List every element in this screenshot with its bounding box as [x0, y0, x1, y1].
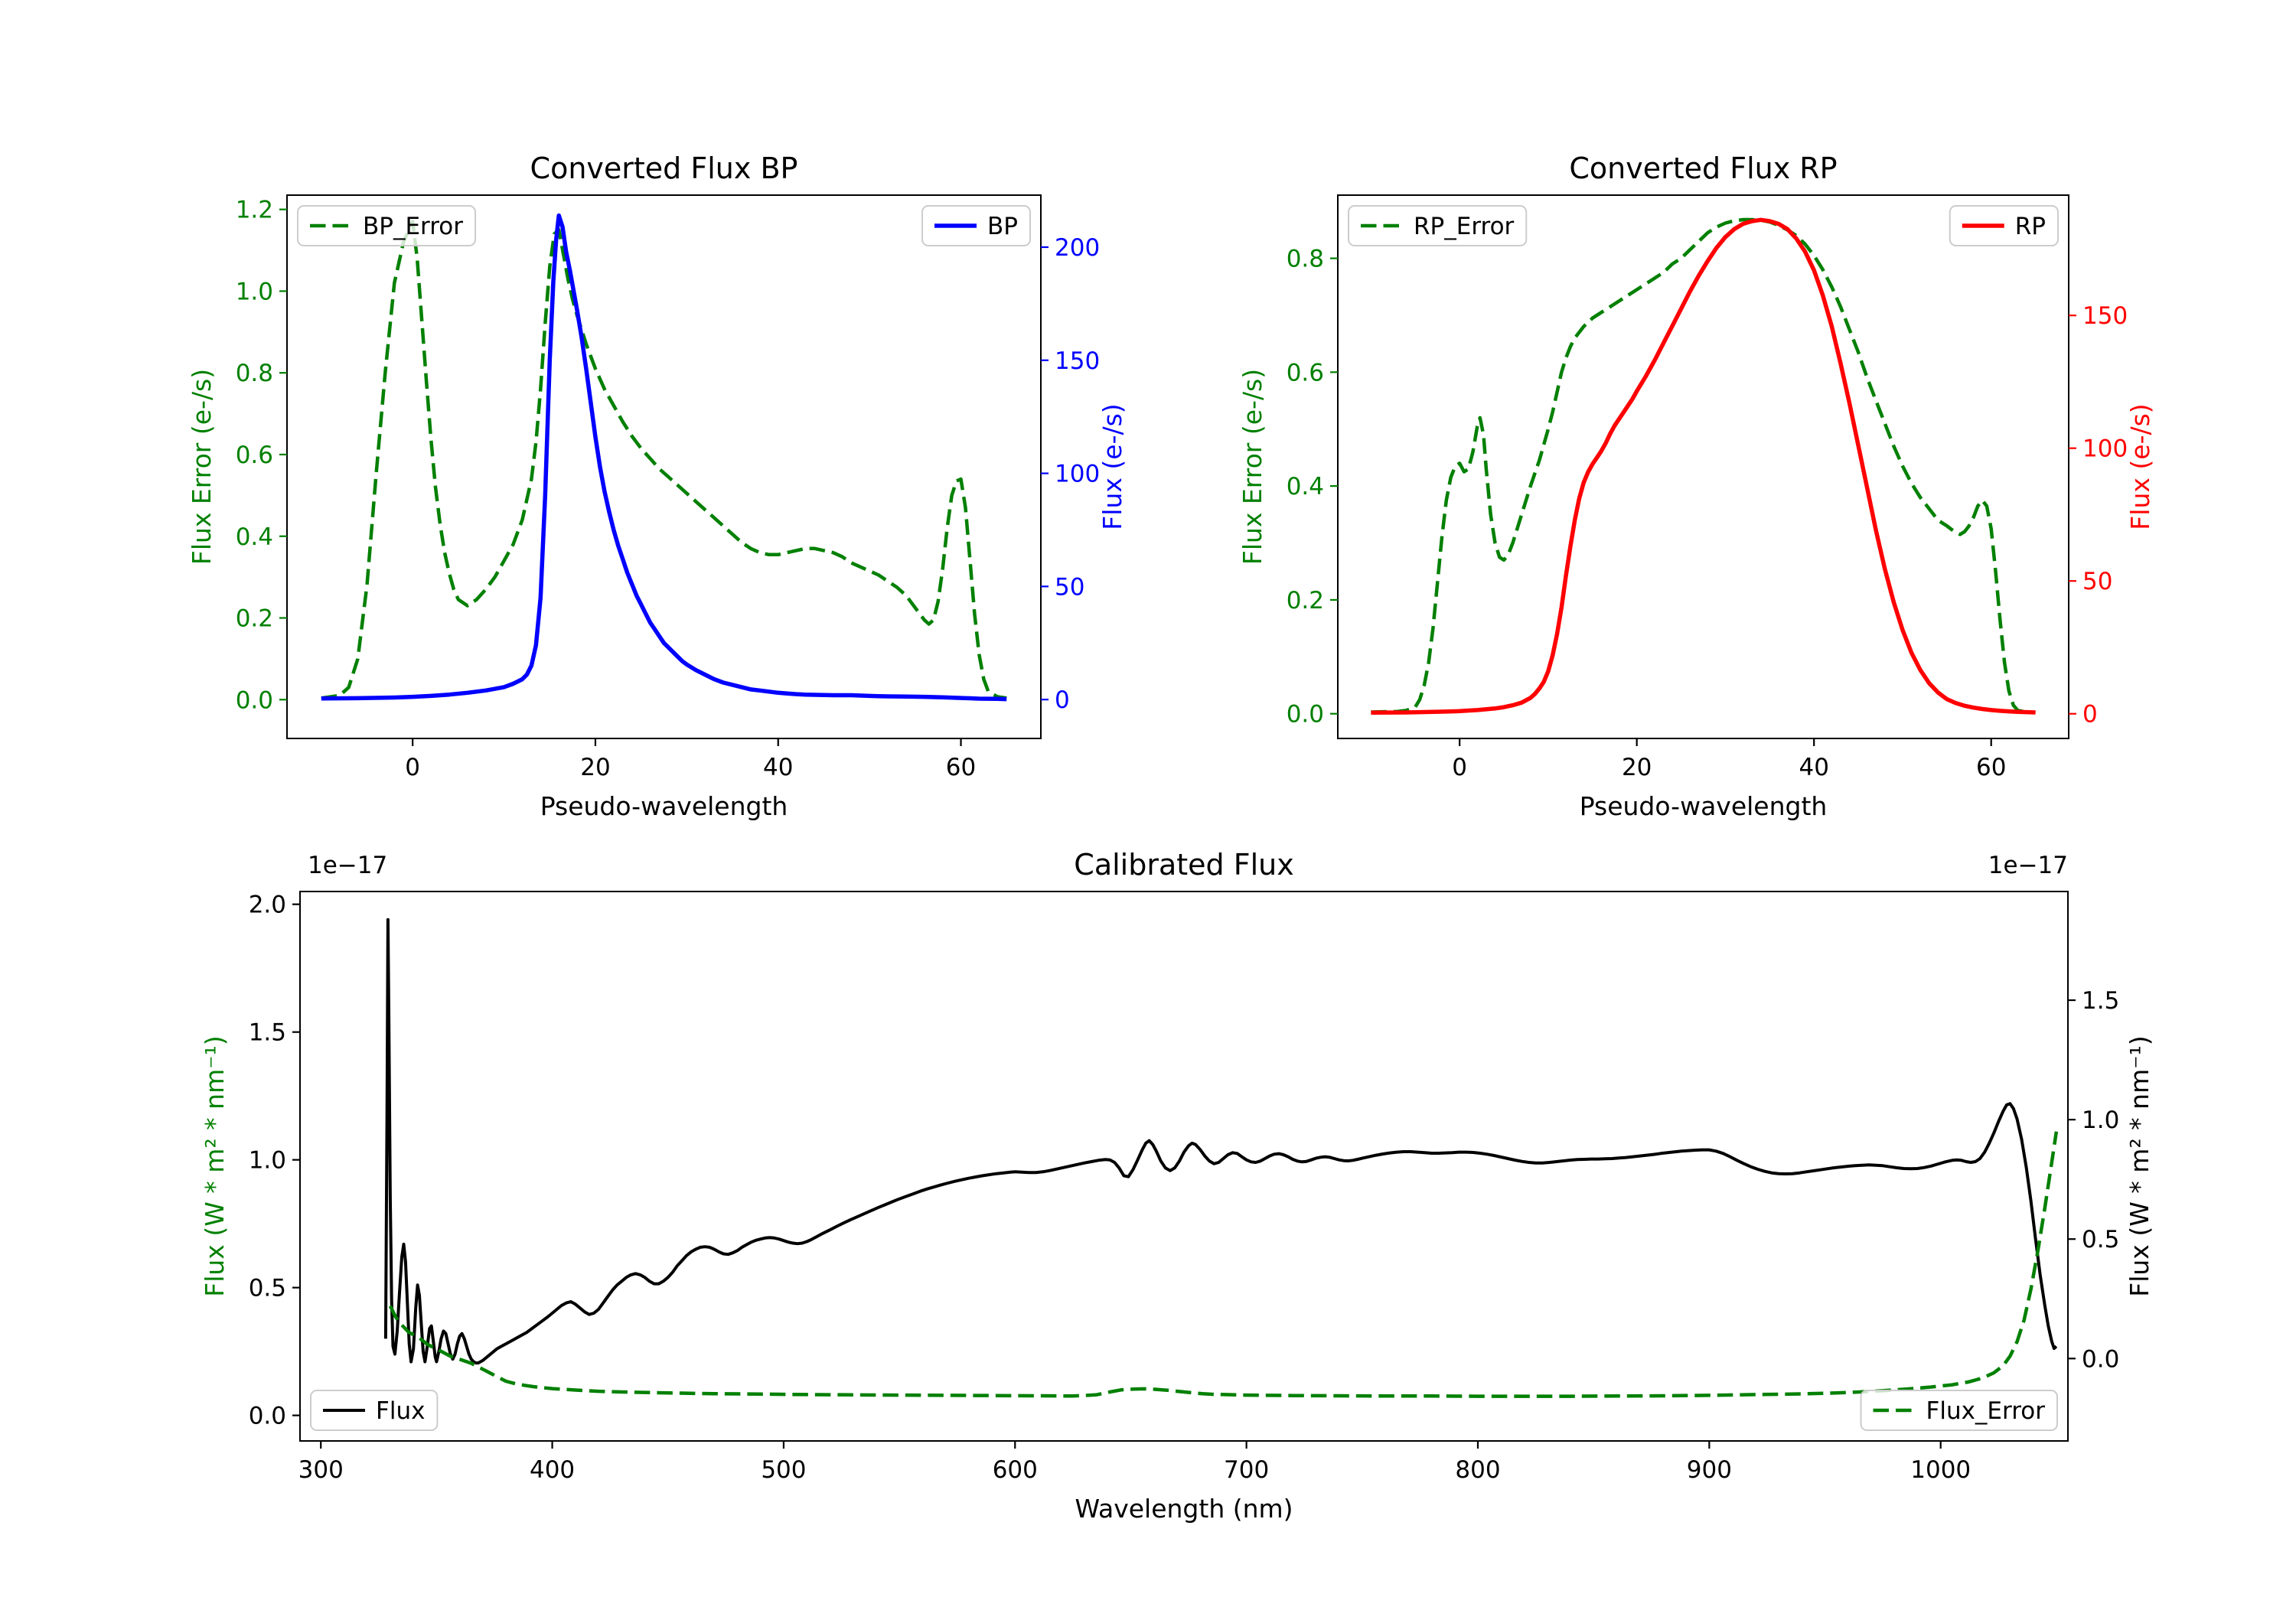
legend-label: BP — [987, 213, 1018, 240]
left-tick-label: 0.4 — [1287, 473, 1324, 500]
left-axis-label: Flux (W * m² * nm⁻¹) — [200, 1035, 230, 1297]
x-tick-label: 40 — [1799, 754, 1828, 781]
right-axis-label: Flux (W * m² * nm⁻¹) — [2125, 1035, 2154, 1297]
left-tick-label: 0.8 — [1287, 246, 1324, 273]
x-tick-label: 600 — [993, 1456, 1038, 1484]
left-tick-label: 1.0 — [249, 1147, 286, 1175]
right-tick-label: 0.5 — [2082, 1226, 2119, 1253]
series-RP_Error — [1371, 217, 2036, 715]
right-tick-label: 200 — [1055, 234, 1100, 262]
series-RP — [1371, 217, 2036, 715]
right-axis-label: Flux (e-/s) — [1097, 403, 1127, 530]
left-tick-label: 0.5 — [249, 1275, 286, 1302]
legend-Flux_Error: Flux_Error — [1860, 1390, 2058, 1431]
x-axis-label: Pseudo-wavelength — [540, 791, 788, 821]
right-tick-label: 150 — [2082, 302, 2128, 330]
series-layer — [321, 213, 1007, 702]
left-tick-label: 0.4 — [236, 523, 273, 551]
left-tick-label: 1.5 — [249, 1019, 286, 1047]
left-offset-text: 1e−17 — [308, 852, 387, 879]
x-tick-label: 40 — [763, 754, 793, 781]
legend-box — [297, 205, 477, 246]
right-tick-label: 1.5 — [2082, 987, 2119, 1015]
legend-box — [310, 1390, 439, 1431]
legend-label: RP_Error — [1414, 213, 1515, 240]
series-layer — [1371, 217, 2036, 715]
legend-Flux: Flux — [310, 1390, 439, 1431]
x-tick-label: 800 — [1455, 1456, 1500, 1484]
x-tick-label: 900 — [1687, 1456, 1732, 1484]
series-Flux — [383, 918, 2058, 1365]
x-tick-label: 1000 — [1910, 1456, 1971, 1484]
left-tick-label: 0.0 — [236, 686, 273, 714]
left-tick-label: 0.6 — [236, 442, 273, 469]
x-axis-label: Pseudo-wavelength — [1580, 791, 1828, 821]
left-tick-label: 0.0 — [249, 1403, 286, 1430]
left-axis-label: Flux Error (e-/s) — [1238, 369, 1267, 565]
left-tick-label: 0.6 — [1287, 359, 1324, 386]
x-axis-label: Wavelength (nm) — [1075, 1494, 1293, 1524]
legend-label: Flux_Error — [1926, 1397, 2046, 1425]
chart-cal: 300 400 500 600 700 800 900 1000 Wavelength (nm)… — [200, 848, 2154, 1524]
series-layer — [383, 918, 2059, 1398]
legend-BP: BP — [921, 205, 1031, 246]
x-tick-label: 20 — [1622, 754, 1652, 781]
x-tick-label: 0 — [405, 754, 420, 781]
legend-BP_Error: BP_Error — [297, 205, 477, 246]
right-tick-label: 0.0 — [2082, 1345, 2119, 1373]
right-tick-label: 1.0 — [2082, 1107, 2119, 1134]
legend-box — [1348, 205, 1528, 246]
legend-box — [1860, 1390, 2058, 1431]
legend-RP_Error: RP_Error — [1348, 205, 1528, 246]
left-axis-label: Flux Error (e-/s) — [187, 369, 217, 565]
right-tick-label: 150 — [1055, 347, 1100, 375]
left-tick-label: 0.2 — [1287, 587, 1324, 614]
left-tick-label: 2.0 — [249, 892, 286, 919]
legend-label: Flux — [376, 1397, 425, 1425]
chart-title: Calibrated Flux — [1074, 848, 1293, 882]
plot-border — [286, 194, 1042, 739]
left-tick-label: 1.2 — [236, 197, 273, 224]
x-tick-label: 60 — [946, 754, 976, 781]
right-axis-label: Flux (e-/s) — [2125, 403, 2155, 530]
left-tick-label: 0.0 — [1287, 701, 1324, 729]
right-tick-label: 100 — [2082, 435, 2128, 463]
right-tick-label: 100 — [1055, 461, 1100, 488]
x-tick-label: 300 — [298, 1456, 344, 1484]
legend-RP: RP — [1949, 205, 2059, 246]
series-BP — [321, 213, 1007, 702]
right-tick-label: 0 — [2082, 701, 2098, 729]
chart-rp: 0 20 40 60 Pseudo-wavelength 0.0 0.2 0.4 0.6 0.8 F… — [1238, 152, 2155, 821]
right-tick-label: 50 — [1055, 573, 1084, 601]
x-tick-label: 0 — [1452, 754, 1467, 781]
x-tick-label: 20 — [580, 754, 610, 781]
series-Flux_Error — [388, 1131, 2059, 1398]
left-tick-label: 0.8 — [236, 360, 273, 387]
chart-bp: 0 20 40 60 Pseudo-wavelength 0.0 0.2 0.4 0.6 0.8 1… — [187, 152, 1127, 821]
series-BP_Error — [321, 220, 1007, 700]
x-tick-label: 400 — [530, 1456, 575, 1484]
plot-border — [299, 891, 2069, 1442]
left-tick-label: 1.0 — [236, 278, 273, 305]
legend-label: BP_Error — [363, 213, 463, 240]
right-tick-label: 0 — [1055, 686, 1070, 714]
right-tick-label: 50 — [2082, 568, 2112, 595]
x-tick-label: 700 — [1224, 1456, 1269, 1484]
left-tick-label: 0.2 — [236, 605, 273, 633]
chart-title: Converted Flux RP — [1569, 152, 1837, 185]
x-tick-label: 500 — [761, 1456, 806, 1484]
legend-label: RP — [2015, 213, 2046, 240]
chart-title: Converted Flux BP — [530, 152, 798, 185]
right-offset-text: 1e−17 — [1988, 852, 2068, 879]
x-tick-label: 60 — [1976, 754, 2006, 781]
plot-border — [1337, 194, 2069, 739]
